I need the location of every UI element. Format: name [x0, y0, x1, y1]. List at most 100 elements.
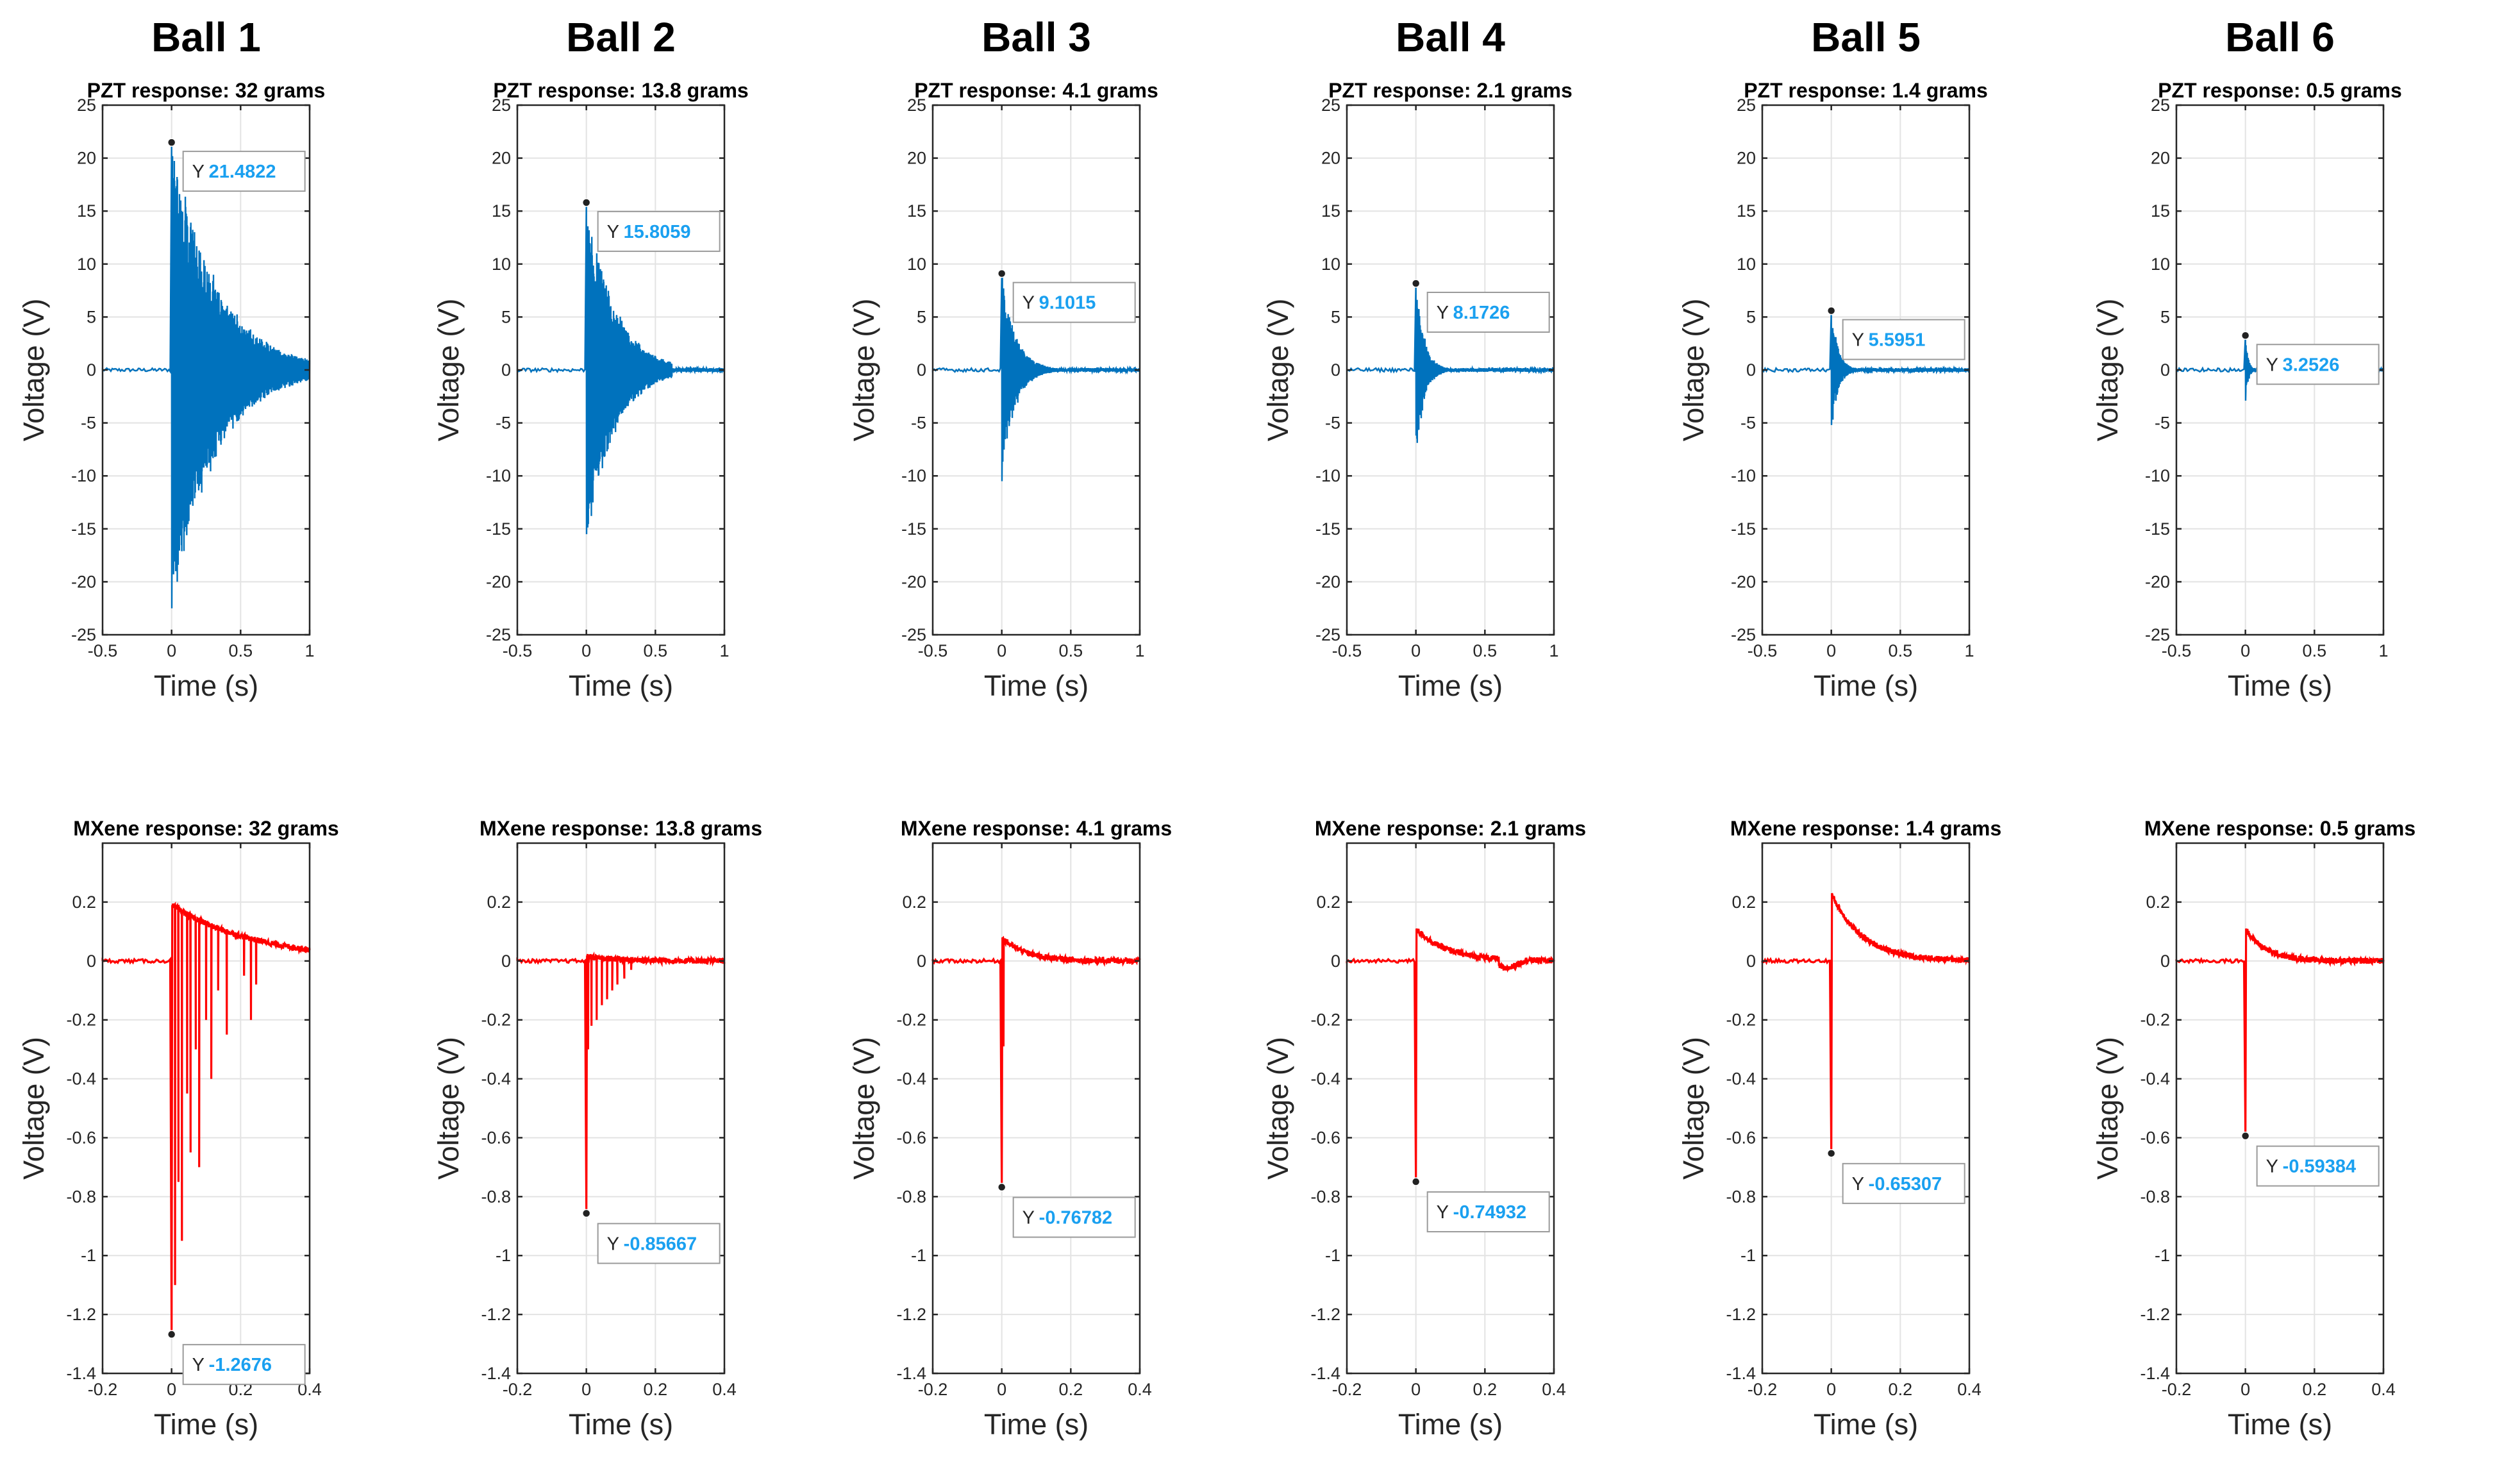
datatip-box[interactable]: [1842, 319, 1965, 360]
datatip-box[interactable]: [182, 1344, 306, 1386]
datatip-box[interactable]: [2256, 344, 2380, 385]
mxene-signal-line: [2175, 928, 2385, 1136]
y-tick-label: -1.2: [896, 1305, 926, 1324]
y-tick-label: -20: [901, 572, 926, 591]
y-axis-label: Voltage (V): [2091, 299, 2124, 442]
axes-title: MXene response: 1.4 grams: [1730, 817, 2001, 840]
datatip-marker[interactable]: [581, 198, 591, 207]
y-tick-label: -1: [496, 1246, 511, 1265]
y-tick-label: -0.6: [66, 1128, 96, 1147]
y-tick-label: -1: [2155, 1246, 2170, 1265]
datatip-marker[interactable]: [997, 269, 1006, 278]
x-tick-label: 0.5: [644, 641, 668, 660]
y-tick-label: -15: [1731, 519, 1756, 539]
mxene-signal-line: [931, 935, 1141, 1187]
datatip-label: Y: [2266, 355, 2278, 375]
y-tick-label: -0.2: [896, 1010, 926, 1030]
datatip-marker[interactable]: [167, 1330, 176, 1339]
y-tick-label: -20: [1315, 572, 1340, 591]
datatip-label: Y: [192, 162, 204, 182]
datatip-marker[interactable]: [997, 1182, 1006, 1192]
y-tick-label: -0.6: [896, 1128, 926, 1147]
datatip-label: Y: [607, 1234, 619, 1254]
x-tick-label: -0.5: [503, 641, 533, 660]
y-tick-label: 10: [77, 255, 96, 274]
y-tick-label: -20: [71, 572, 96, 591]
datatip-label: Y: [1022, 1208, 1035, 1228]
x-tick-label: 0: [1411, 641, 1421, 660]
datatip-box[interactable]: [1426, 291, 1550, 333]
datatip-box[interactable]: [597, 1223, 721, 1264]
y-tick-label: 10: [2151, 255, 2170, 274]
datatip-marker[interactable]: [2240, 1131, 2250, 1141]
y-tick-label: 20: [77, 149, 96, 168]
datatip-marker[interactable]: [1826, 306, 1836, 315]
datatip-marker[interactable]: [2240, 331, 2250, 340]
y-tick-label: -1.4: [66, 1364, 96, 1383]
y-tick-label: 5: [1746, 307, 1756, 326]
x-tick-label: 1: [719, 641, 729, 660]
datatip-box[interactable]: [1842, 1162, 1965, 1204]
y-tick-label: -15: [2145, 519, 2170, 539]
y-tick-label: -0.6: [1726, 1128, 1756, 1147]
x-tick-label: 1: [305, 641, 314, 660]
y-tick-label: 0.2: [72, 893, 96, 912]
datatip-marker[interactable]: [1411, 279, 1421, 288]
x-tick-label: 0: [1411, 1380, 1421, 1399]
y-tick-label: 10: [907, 255, 926, 274]
x-tick-label: 0: [997, 641, 1006, 660]
mxene-panel: -0.2 0 0.2 0.4 -1.4 -1.2 -1 -0.8 -0.6 -0.4 -0.2 0 0.…: [1677, 817, 2001, 1441]
y-tick-label: 5: [2160, 307, 2170, 326]
y-axis-label: Voltage (V): [17, 1037, 50, 1180]
mxene-panel: -0.2 0 0.2 0.4 -1.4 -1.2 -1 -0.8 -0.6 -0.4 -0.2 0 0.…: [432, 817, 762, 1441]
x-tick-label: -0.5: [1748, 641, 1778, 660]
datatip-marker[interactable]: [1411, 1177, 1421, 1186]
datatip-box[interactable]: [1012, 1196, 1136, 1238]
y-tick-label: -5: [1740, 414, 1756, 433]
x-tick-label: 1: [1964, 641, 1974, 660]
y-tick-label: 5: [1331, 307, 1340, 326]
mxene-signal-line: [101, 901, 311, 1335]
datatip-box[interactable]: [2256, 1145, 2380, 1187]
y-tick-label: -0.4: [896, 1069, 926, 1089]
y-tick-label: -0.6: [481, 1128, 511, 1147]
x-tick-label: 0.4: [1542, 1380, 1566, 1399]
y-tick-label: 0.2: [2146, 893, 2170, 912]
y-axis-label: Voltage (V): [1262, 1037, 1294, 1180]
axes-box: [1346, 842, 1555, 1375]
y-tick-label: -20: [2145, 572, 2170, 591]
x-tick-label: -0.5: [918, 641, 948, 660]
y-tick-label: -0.4: [66, 1069, 96, 1089]
datatip-marker[interactable]: [1826, 1149, 1836, 1158]
y-tick-label: -25: [1731, 625, 1756, 644]
y-tick-label: -1.2: [66, 1305, 96, 1324]
x-axis-label: Time (s): [2228, 669, 2332, 702]
x-axis-label: Time (s): [154, 669, 258, 702]
x-tick-label: -0.5: [1332, 641, 1362, 660]
y-tick-label: 0: [1746, 951, 1756, 971]
pzt-signal-line: [931, 273, 1141, 482]
y-tick-label: -25: [71, 625, 96, 644]
datatip-value: -0.85667: [624, 1234, 697, 1254]
axes-title: PZT response: 13.8 grams: [493, 79, 748, 102]
y-tick-label: -20: [1731, 572, 1756, 591]
x-axis-label: Time (s): [984, 1408, 1089, 1441]
x-tick-label: 0.2: [1889, 1380, 1913, 1399]
ball-title: Ball 3: [981, 14, 1091, 60]
x-axis-label: Time (s): [1398, 1408, 1503, 1441]
datatip-box[interactable]: [1012, 281, 1136, 323]
mxene-panel: -0.2 0 0.2 0.4 -1.4 -1.2 -1 -0.8 -0.6 -0.4 -0.2 0 0.…: [847, 817, 1172, 1441]
datatip-marker[interactable]: [581, 1209, 591, 1218]
y-tick-label: 0: [917, 951, 926, 971]
axes-title: MXene response: 32 grams: [73, 817, 338, 840]
datatip-box[interactable]: [182, 151, 306, 192]
datatip-box[interactable]: [1426, 1191, 1550, 1233]
datatip-marker[interactable]: [167, 138, 176, 147]
datatip-value: -1.2676: [209, 1355, 272, 1375]
y-tick-label: -1.4: [1726, 1364, 1756, 1383]
datatip-box[interactable]: [597, 210, 721, 252]
x-tick-label: 0.2: [1473, 1380, 1498, 1399]
